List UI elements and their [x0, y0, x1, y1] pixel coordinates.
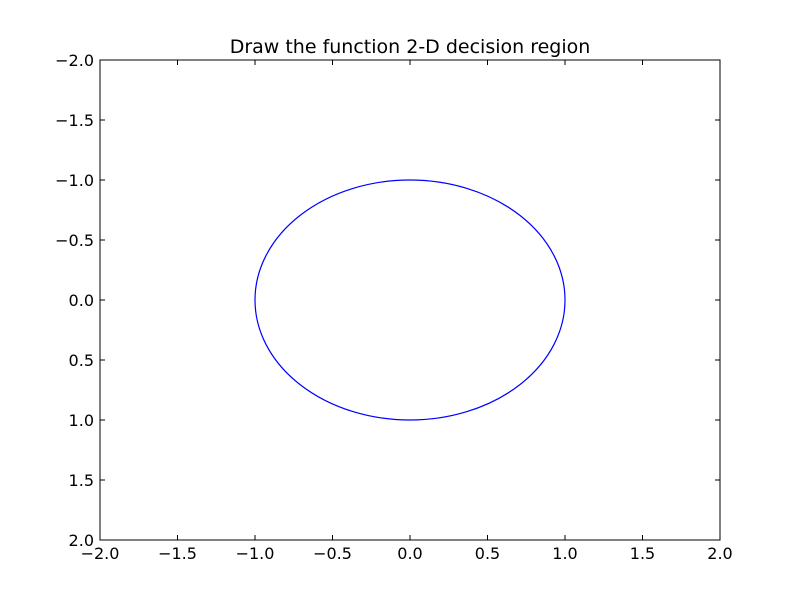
plot-area	[100, 60, 720, 540]
plot-frame	[99, 59, 721, 541]
x-tick-label-7: 1.5	[630, 544, 655, 563]
y-tick-label-0: −2.0	[55, 51, 94, 70]
y-tick-label-2: −1.0	[55, 171, 94, 190]
y-tick-label-7: 1.5	[69, 471, 94, 490]
x-tick-label-4: 0.0	[397, 544, 422, 563]
series-circle-0	[254, 179, 566, 421]
y-axis: −2.0 −1.5 −1.0 −0.5 0.0 0.5 1.0 1.5 2.0	[55, 51, 720, 550]
chart-title: Draw the function 2-D decision region	[230, 36, 591, 58]
x-tick-label-3: −0.5	[313, 544, 352, 563]
x-tick-label-2: −1.0	[236, 544, 275, 563]
y-tick-label-3: −0.5	[55, 231, 94, 250]
y-tick-label-4: 0.0	[69, 291, 94, 310]
y-tick-label-5: 0.5	[69, 351, 94, 370]
x-tick-label-6: 1.0	[552, 544, 577, 563]
y-tick-label-1: −1.5	[55, 111, 94, 130]
x-tick-label-5: 0.5	[475, 544, 500, 563]
x-tick-label-0: −2.0	[81, 544, 120, 563]
x-axis: −2.0 −1.5 −1.0 −0.5 0.0 0.5 1.0 1.5 2.0	[81, 60, 733, 563]
y-tick-label-8: 2.0	[69, 531, 94, 550]
x-tick-label-8: 2.0	[707, 544, 732, 563]
x-tick-label-1: −1.5	[158, 544, 197, 563]
series-layer	[254, 179, 566, 421]
y-tick-label-6: 1.0	[69, 411, 94, 430]
